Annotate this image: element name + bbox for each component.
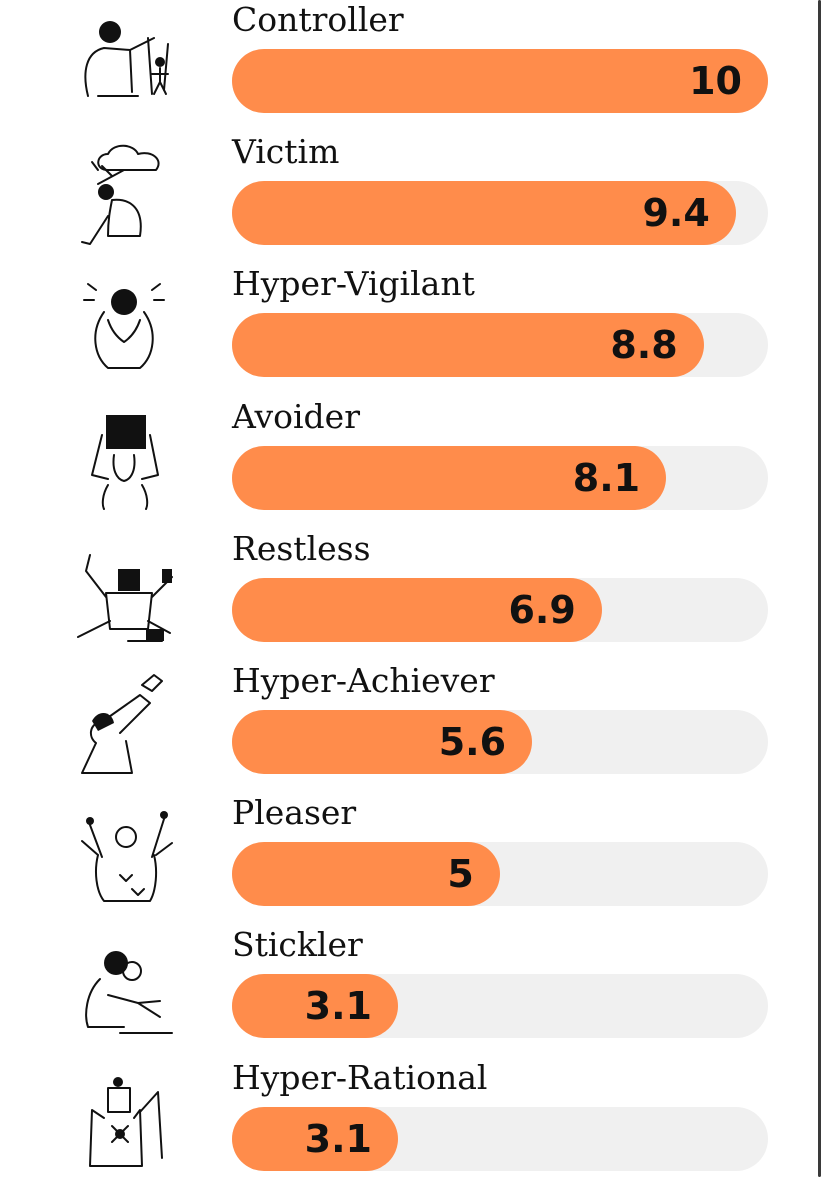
bar-row: Hyper-Rational 3.1 [0,1058,828,1190]
value-label: 10 [689,59,742,103]
bar-track: 8.8 [232,313,768,378]
value-label: 5.6 [438,720,507,764]
category-label: Pleaser [232,793,357,833]
bar: 5 [232,842,500,907]
value-label: 5 [447,852,474,897]
restless-illustration-icon [68,537,178,647]
bar-row: Hyper-Vigilant 8.8 [0,264,828,396]
category-label: Controller [232,0,404,39]
bar-track: 3.1 [232,974,768,1039]
value-label: 8.1 [572,455,641,500]
value-label: 3.1 [304,1116,372,1161]
bar: 5.6 [232,710,533,774]
category-label: Hyper-Achiever [232,661,495,700]
value-label: 3.1 [304,984,372,1029]
bar: 6.9 [232,577,602,642]
bar-row: Avoider 8.1 [0,397,828,529]
bar-row: Pleaser 5 [0,793,828,925]
value-label: 8.8 [610,323,678,368]
bar: 10 [232,49,768,113]
avoider-illustration-icon [68,405,178,515]
category-label: Stickler [232,925,363,965]
hyper-rational-illustration-icon [68,1066,178,1176]
value-label: 9.4 [642,191,710,236]
hyper-vigilant-illustration-icon [68,272,178,382]
bar: 8.8 [232,313,704,378]
bar-track: 6.9 [232,577,768,642]
bar: 3.1 [232,974,398,1039]
bar-row: Controller 10 [0,0,828,132]
bar: 9.4 [232,181,736,246]
bar-row: Victim 9.4 [0,132,828,264]
bar-track: 8.1 [232,445,768,510]
bar-row: Stickler 3.1 [0,925,828,1057]
category-label: Restless [232,528,371,568]
category-label: Hyper-Vigilant [232,264,475,304]
bar-track: 9.4 [232,181,768,246]
hyper-achiever-illustration-icon [68,669,178,779]
category-label: Hyper-Rational [232,1057,488,1097]
bar-track: 5.6 [232,710,768,774]
bar-track: 5 [232,842,768,907]
bar-row: Restless 6.9 [0,529,828,661]
bar-row: Hyper-Achiever 5.6 [0,661,828,793]
bar-track: 10 [232,49,768,113]
bar: 3.1 [232,1106,398,1171]
victim-illustration-icon [68,140,178,250]
controller-illustration-icon [68,8,178,118]
bar: 8.1 [232,445,667,510]
bar-track: 3.1 [232,1106,768,1171]
stickler-illustration-icon [68,933,178,1043]
category-label: Victim [232,132,340,172]
value-label: 6.9 [508,587,576,632]
category-label: Avoider [232,396,360,436]
pleaser-illustration-icon [68,801,178,911]
scrollbar[interactable] [818,0,821,1177]
